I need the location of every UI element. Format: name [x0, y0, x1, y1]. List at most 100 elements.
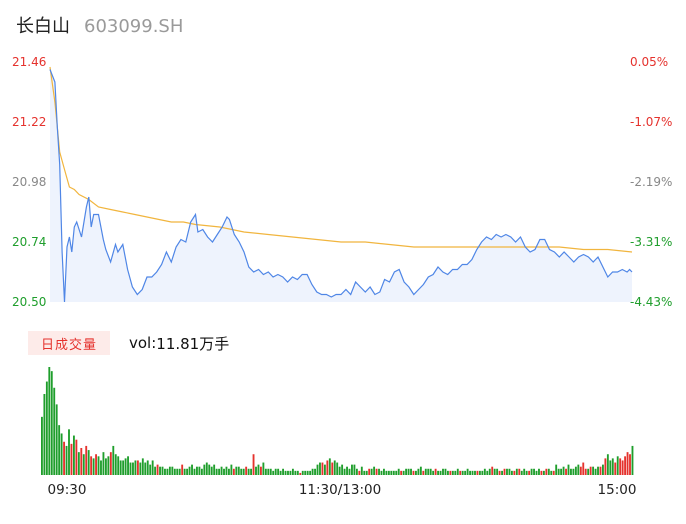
y-tick-label: 21.46 [12, 55, 46, 69]
volume-bar [570, 468, 572, 475]
intraday-price-chart: 21.46 21.22 20.98 20.74 20.50 0.05% -1.07% -2.1… [12, 55, 672, 309]
volume-bar [82, 454, 85, 475]
volume-bar [439, 470, 442, 475]
volume-bar [173, 468, 176, 475]
volume-bar [562, 466, 565, 475]
volume-bar [154, 466, 157, 475]
volume-bar [501, 470, 503, 475]
volume-bar [134, 460, 137, 475]
volume-bar [139, 462, 142, 475]
volume-bar [200, 468, 203, 475]
volume-bar [631, 445, 634, 475]
volume-bar [186, 468, 189, 475]
volume-bar [464, 470, 467, 475]
volume-bar [132, 462, 134, 475]
volume-bar [225, 466, 228, 475]
volume-bar [373, 466, 376, 475]
volume-bar [188, 466, 191, 475]
volume-bar [572, 468, 575, 475]
volume-bar [456, 468, 459, 475]
stock-name: 长白山 [16, 16, 70, 37]
volume-bar [419, 466, 422, 475]
volume-bar [127, 456, 129, 475]
volume-bar [434, 468, 437, 475]
volume-bar [390, 470, 393, 475]
volume-bar [301, 470, 304, 475]
volume-bar [552, 470, 555, 475]
x-time-label: 09:30 [48, 482, 87, 498]
volume-bar [316, 464, 319, 475]
volume-bar [508, 468, 511, 475]
daily-volume-tab[interactable]: 日成交量 [28, 331, 110, 355]
volume-bar [279, 470, 282, 475]
volume-bar [533, 468, 535, 475]
volume-bar [230, 464, 233, 475]
volume-bar [358, 470, 361, 475]
volume-bar [518, 468, 521, 475]
volume-bar [274, 468, 277, 475]
volume-bar [560, 468, 563, 475]
volume-bar [336, 462, 339, 475]
volume-bar [584, 468, 587, 475]
volume-bar [117, 456, 120, 475]
volume-bar [166, 468, 169, 475]
volume-bar [594, 468, 597, 475]
volume-bar [178, 468, 181, 475]
volume-bar [45, 381, 48, 475]
volume-bar [360, 466, 363, 475]
y-tick-pct-label: -4.43% [630, 295, 672, 309]
volume-bar [53, 387, 56, 475]
y-tick-label: 21.22 [12, 115, 46, 129]
stock-header: 长白山 603099.SH [16, 12, 183, 38]
volume-bar [493, 468, 496, 475]
volume-bar [599, 466, 602, 475]
volume-bar [471, 470, 474, 475]
stock-code: 603099.SH [84, 16, 184, 37]
volume-bar [545, 468, 548, 475]
volume-bar [523, 468, 526, 475]
volume-bar [191, 464, 193, 475]
volume-bar [257, 464, 260, 475]
volume-bar [104, 458, 107, 475]
volume-bar [515, 468, 518, 475]
volume-bar [171, 466, 174, 475]
volume-bar [323, 464, 326, 475]
volume-bar [392, 470, 395, 475]
volume-bar [291, 468, 294, 475]
volume-bar [579, 466, 582, 475]
volume-bar [284, 470, 287, 475]
volume-bar [304, 470, 307, 475]
volume-bar [491, 466, 494, 475]
volume-bar [478, 470, 481, 475]
volume-bar [412, 470, 415, 475]
volume-bar [112, 445, 115, 475]
volume-bar [341, 464, 344, 475]
volume-bar [542, 470, 545, 475]
volume-bar [95, 454, 97, 475]
volume-bar [164, 468, 166, 475]
volume-bar [176, 468, 179, 475]
volume-bar [365, 470, 368, 475]
volume-bar [624, 456, 627, 475]
volume-bar [355, 468, 358, 475]
volume-bar [80, 448, 83, 475]
y-tick-label: 20.50 [12, 295, 46, 309]
volume-bar [442, 468, 444, 475]
y-tick-pct-label: 0.05% [630, 55, 668, 69]
volume-bar [577, 464, 580, 475]
volume-bar [606, 454, 609, 475]
volume-bar [611, 458, 614, 475]
volume-bar [129, 462, 132, 475]
volume-bar [85, 445, 88, 475]
volume-bar [368, 468, 371, 475]
volume-bar [203, 464, 206, 475]
volume-bar [247, 468, 250, 475]
volume-bar [629, 454, 631, 475]
volume-bar [168, 466, 171, 475]
volume-bar [193, 468, 196, 475]
volume-bar [407, 468, 410, 475]
volume-bar [351, 464, 353, 475]
volume-bar [469, 470, 471, 475]
volume-bar [621, 460, 624, 475]
volume-bar [530, 468, 533, 475]
